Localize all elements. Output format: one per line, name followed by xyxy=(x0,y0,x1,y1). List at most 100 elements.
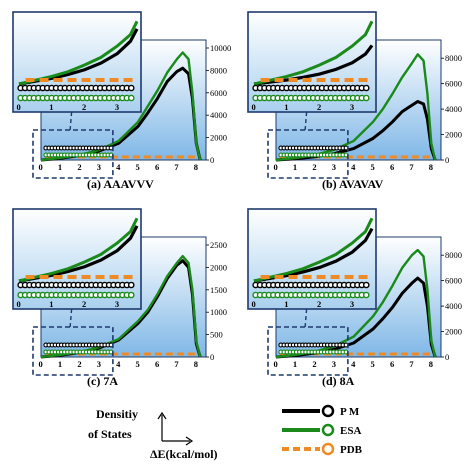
inset-x-tick-label: 3 xyxy=(115,102,119,112)
x-arrow-head xyxy=(185,436,194,446)
legend: Densitiy of States ΔE(kcal/mol) P M ESA PDB xyxy=(88,404,363,461)
x-tick-label: 3 xyxy=(97,162,101,172)
inset-x-tick-label: 0 xyxy=(17,299,21,309)
y-tick-label: 0 xyxy=(210,155,214,165)
inset-x-tick-label: 1 xyxy=(49,102,53,112)
legend-label: P M xyxy=(340,406,360,418)
y-tick-label: 0 xyxy=(445,155,449,165)
y-tick-label: 8000 xyxy=(445,53,462,63)
y-tick-label: 2500 xyxy=(210,240,227,250)
inset-pm-point xyxy=(362,281,370,289)
inset-esa-point xyxy=(362,291,370,299)
x-tick-label: 1 xyxy=(293,162,297,172)
x-tick-label: 6 xyxy=(390,162,394,172)
y-tick-label: 0 xyxy=(210,352,214,362)
y-tick-label: 1500 xyxy=(210,285,227,295)
x-tick-label: 7 xyxy=(409,162,414,172)
legend-marker xyxy=(321,404,335,418)
inset-x-tick-label: 2 xyxy=(82,299,86,309)
panel-4: 0 2000 4000 6000 8000 0 1 2 3 4 5 6 7 8 0 1 2 3 (d) 8A xyxy=(247,208,462,388)
x-tick-label: 8 xyxy=(429,359,433,369)
x-tick-label: 2 xyxy=(312,359,316,369)
legend-x-label: ΔE(kcal/mol) xyxy=(150,447,218,461)
x-tick-label: 7 xyxy=(174,162,179,172)
x-tick-label: 7 xyxy=(174,359,179,369)
panel-2: 0 2000 4000 6000 8000 0 1 2 3 4 5 6 7 8 0 1 2 3 (b) AVAVAV xyxy=(247,11,462,191)
x-tick-label: 2 xyxy=(312,162,316,172)
y-tick-label: 6000 xyxy=(445,79,462,89)
x-tick-label: 4 xyxy=(351,359,356,369)
y-tick-label: 8000 xyxy=(445,250,462,260)
inset-x-tick-label: 3 xyxy=(350,102,354,112)
x-tick-label: 5 xyxy=(371,162,375,172)
inset-x-tick-label: 1 xyxy=(49,299,53,309)
x-tick-label: 5 xyxy=(136,359,140,369)
x-tick-label: 8 xyxy=(194,359,198,369)
x-tick-label: 6 xyxy=(390,359,394,369)
panel-caption: (d) 8A xyxy=(322,374,355,388)
x-tick-label: 4 xyxy=(351,162,356,172)
legend-y-label: of States xyxy=(88,427,132,441)
x-tick-label: 8 xyxy=(429,162,433,172)
x-tick-label: 0 xyxy=(274,359,278,369)
x-tick-label: 6 xyxy=(155,359,159,369)
y-tick-label: 2000 xyxy=(210,133,227,143)
y-tick-label: 0 xyxy=(445,352,449,362)
y-tick-label: 6000 xyxy=(445,276,462,286)
legend-y-label: Densitiy xyxy=(96,407,138,421)
y-arrow-head xyxy=(157,411,167,420)
x-tick-label: 5 xyxy=(136,162,140,172)
legend-label: PDB xyxy=(340,444,363,456)
x-tick-label: 4 xyxy=(116,162,121,172)
inset-x-tick-label: 2 xyxy=(317,299,321,309)
x-tick-label: 3 xyxy=(97,359,101,369)
panel-caption: (b) AVAVAV xyxy=(322,177,384,191)
x-tick-label: 5 xyxy=(371,359,375,369)
inset-x-tick-label: 3 xyxy=(115,299,119,309)
legend-marker xyxy=(321,423,335,437)
inset-pm-point xyxy=(127,84,135,92)
x-tick-label: 0 xyxy=(274,162,278,172)
panel-3: 0 500 1000 1500 2000 2500 0 1 2 3 4 5 6 7 8 0 1 2 3 (c) 7A xyxy=(12,208,227,388)
inset-x-tick-label: 3 xyxy=(350,299,354,309)
x-tick-label: 7 xyxy=(409,359,414,369)
legend-marker xyxy=(321,442,335,456)
y-tick-label: 1000 xyxy=(210,307,227,317)
inset-pm-point xyxy=(127,281,135,289)
x-tick-label: 4 xyxy=(116,359,121,369)
legend-label: ESA xyxy=(340,425,361,437)
x-tick-label: 1 xyxy=(58,162,62,172)
panel-caption: (c) 7A xyxy=(87,374,118,388)
inset-esa-point xyxy=(362,94,370,102)
panel-1: 0 2000 4000 6000 8000 10000 0 1 2 3 4 5 6 7 8 0 1 2 3 (a) A… xyxy=(12,11,231,191)
x-tick-label: 2 xyxy=(77,359,81,369)
y-tick-label: 500 xyxy=(210,330,223,340)
inset-x-tick-label: 0 xyxy=(252,102,256,112)
y-tick-label: 4000 xyxy=(445,301,462,311)
x-tick-label: 0 xyxy=(39,359,43,369)
y-tick-label: 2000 xyxy=(445,327,462,337)
y-tick-label: 4000 xyxy=(210,110,227,120)
panel-caption: (a) AAAVVV xyxy=(87,177,154,191)
x-tick-label: 1 xyxy=(58,359,62,369)
inset-pm-point xyxy=(362,84,370,92)
y-tick-label: 10000 xyxy=(210,43,231,53)
x-tick-label: 6 xyxy=(155,162,159,172)
x-tick-label: 0 xyxy=(39,162,43,172)
y-tick-label: 2000 xyxy=(210,262,227,272)
inset-x-tick-label: 2 xyxy=(82,102,86,112)
inset-x-tick-label: 1 xyxy=(284,299,288,309)
inset-x-tick-label: 0 xyxy=(252,299,256,309)
inset-x-tick-label: 0 xyxy=(17,102,21,112)
x-tick-label: 8 xyxy=(194,162,198,172)
x-tick-label: 3 xyxy=(332,359,336,369)
inset-x-tick-label: 1 xyxy=(284,102,288,112)
y-tick-label: 2000 xyxy=(445,130,462,140)
y-tick-label: 6000 xyxy=(210,88,227,98)
x-tick-label: 3 xyxy=(332,162,336,172)
inset-x-tick-label: 2 xyxy=(317,102,321,112)
x-tick-label: 2 xyxy=(77,162,81,172)
y-tick-label: 8000 xyxy=(210,65,227,75)
x-tick-label: 1 xyxy=(293,359,297,369)
